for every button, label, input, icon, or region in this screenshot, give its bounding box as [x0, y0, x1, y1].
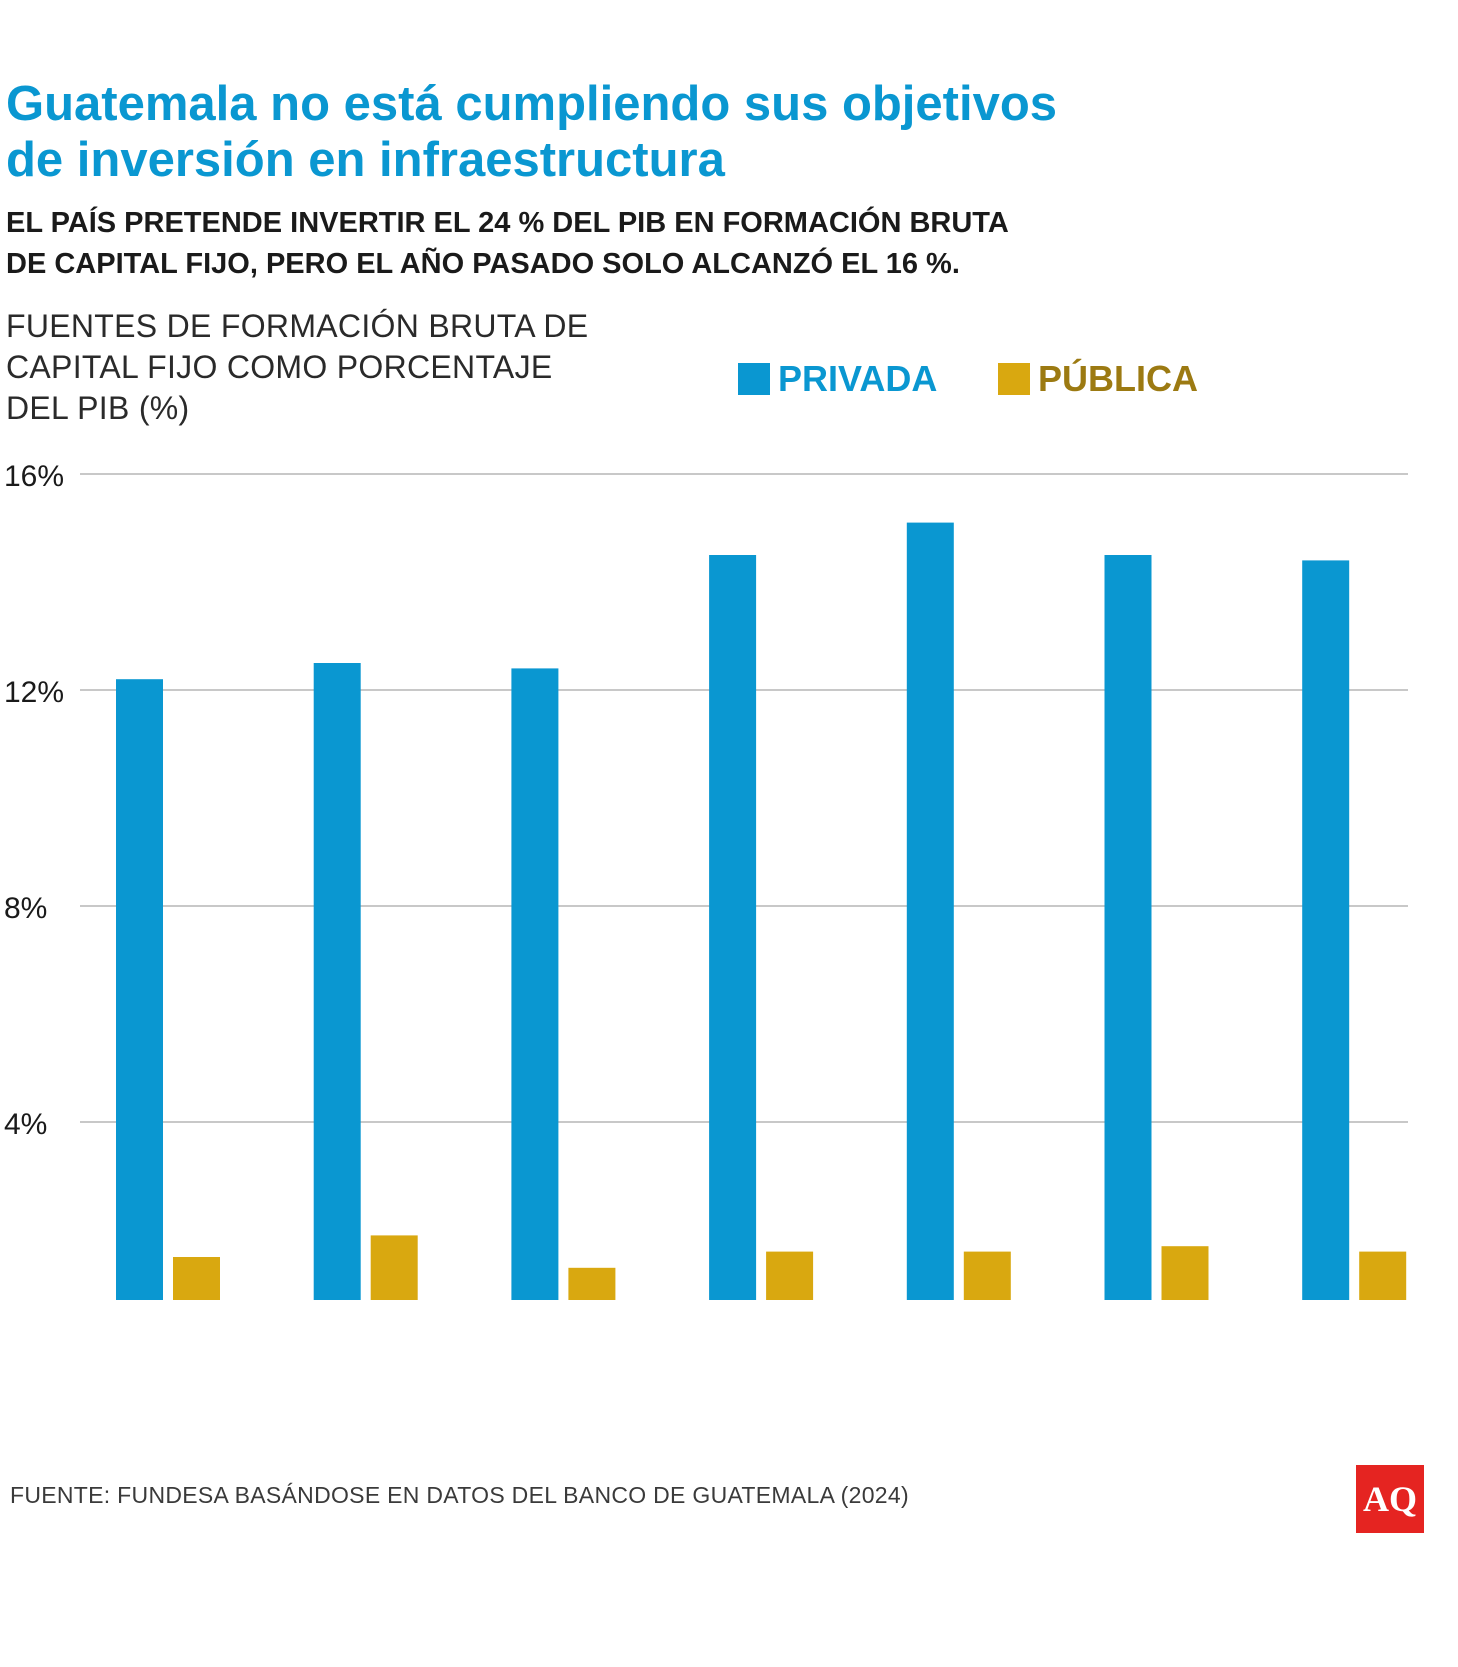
bar-publica-2018: [173, 1257, 220, 1300]
legend-swatch-publica: [998, 363, 1030, 395]
y-tick-label-16: 16%: [4, 460, 64, 493]
bar-publica-2021: [766, 1251, 814, 1300]
y-axis-label-line-1: FUENTES DE FORMACIÓN BRUTA DE: [6, 308, 589, 344]
bar-publica-2024: [1359, 1251, 1407, 1300]
legend-item-publica: PÚBLICA: [998, 358, 1198, 400]
bar-publica-2022: [963, 1251, 1011, 1300]
bar-chart: 0%4%8%12%16%2018201920202021202220232024: [4, 460, 1408, 1300]
bar-privada-2024: [1302, 560, 1350, 1300]
y-axis-label-line-2: CAPITAL FIJO COMO PORCENTAJE: [6, 349, 553, 385]
bar-publica-2020: [568, 1267, 616, 1300]
legend-item-privada: PRIVADA: [738, 358, 937, 400]
chart-title: Guatemala no está cumpliendo sus objetiv…: [6, 76, 1306, 188]
subtitle-line-1: EL PAÍS PRETENDE INVERTIR EL 24 % DEL PI…: [6, 207, 1009, 239]
bar-privada-2023: [1104, 555, 1152, 1300]
y-axis-label-line-3: DEL PIB (%): [6, 390, 190, 426]
y-axis-label: FUENTES DE FORMACIÓN BRUTA DE CAPITAL FI…: [6, 306, 646, 429]
bar-publica-2023: [1161, 1246, 1209, 1300]
y-tick-label-12: 12%: [4, 676, 64, 709]
source-note: FUENTE: FUNDESA BASÁNDOSE EN DATOS DEL B…: [10, 1482, 909, 1508]
legend-label-publica: PÚBLICA: [1038, 358, 1198, 399]
title-line-1: Guatemala no está cumpliendo sus objetiv…: [6, 77, 1058, 131]
bar-privada-2018: [116, 679, 163, 1300]
chart-subtitle: EL PAÍS PRETENDE INVERTIR EL 24 % DEL PI…: [6, 203, 1306, 285]
title-line-2: de inversión en infraestructura: [6, 133, 725, 187]
y-tick-label-4: 4%: [4, 1108, 47, 1141]
legend-label-privada: PRIVADA: [778, 358, 938, 399]
legend-swatch-privada: [738, 363, 770, 395]
bar-privada-2020: [511, 668, 559, 1300]
bar-privada-2021: [709, 555, 757, 1300]
aq-logo: AQ: [1356, 1465, 1424, 1533]
bar-publica-2019: [370, 1235, 418, 1300]
bar-privada-2022: [906, 522, 954, 1300]
bar-privada-2019: [313, 663, 361, 1300]
y-tick-label-8: 8%: [4, 892, 47, 925]
subtitle-line-2: DE CAPITAL FIJO, PERO EL AÑO PASADO SOLO…: [6, 248, 960, 280]
